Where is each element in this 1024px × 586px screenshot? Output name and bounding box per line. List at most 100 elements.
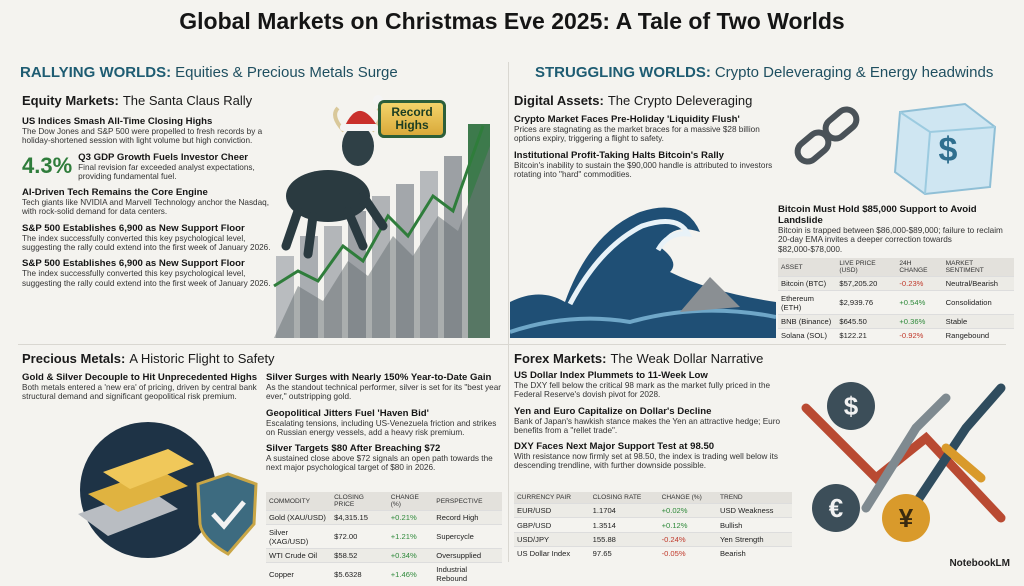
table-cell: $2,939.76 bbox=[836, 290, 897, 315]
table-cell: Stable bbox=[942, 313, 1014, 329]
coin bbox=[882, 494, 930, 542]
headline: Geopolitical Jitters Fuel 'Haven Bid' bbox=[266, 407, 429, 419]
table-cell: +0.54% bbox=[896, 290, 943, 315]
headline: Silver Targets $80 After Breaching $72 bbox=[266, 443, 441, 455]
precious-news-mid: Silver Surges with Nearly 150% Year-to-D… bbox=[266, 372, 502, 479]
column-header: MARKET SENTIMENT bbox=[942, 258, 1014, 277]
body-text: The DXY fell below the critical 98 mark … bbox=[514, 381, 771, 400]
table-cell: GBP/USD bbox=[514, 517, 590, 533]
news-item: S&P 500 Establishes 6,900 as New Support… bbox=[22, 223, 272, 253]
table-row: Bitcoin (BTC) $57,205.20 -0.23% Neutral/Bea… bbox=[778, 275, 1014, 291]
header-row: ASSET LIVE PRICE (USD) 24H CHANGE MARKET SE… bbox=[778, 258, 1014, 277]
dollar-icon: $ bbox=[939, 131, 958, 169]
table-row: Solana (SOL) $122.21 -0.92% Rangebound bbox=[778, 328, 1014, 343]
news-item: 4.3% Q3 GDP Growth Fuels Investor Cheer Fi… bbox=[22, 152, 272, 182]
header-row: COMMODITY CLOSING PRICE CHANGE (%) PERSPECT… bbox=[266, 492, 502, 511]
crypto-table: ASSET LIVE PRICE (USD) 24H CHANGE MARKET SE… bbox=[778, 258, 1014, 343]
news-item: DXY Faces Next Major Support Test at 98.… bbox=[514, 441, 792, 471]
table-cell: $122.21 bbox=[836, 328, 897, 343]
data-table: COMMODITY CLOSING PRICE CHANGE (%) PERSPECT… bbox=[266, 492, 502, 586]
table-cell: Neutral/Bearish bbox=[942, 275, 1014, 291]
table-cell: USD/JPY bbox=[514, 531, 590, 547]
table-cell: +1.46% bbox=[387, 562, 434, 586]
commodity-table: COMMODITY CLOSING PRICE CHANGE (%) PERSPECT… bbox=[266, 492, 502, 586]
banner-label: RALLYING WORLDS: bbox=[20, 64, 172, 81]
page-title: Global Markets on Christmas Eve 2025: A … bbox=[179, 8, 845, 34]
table-row: Copper $5.6328 +1.46% Industrial Rebound bbox=[266, 562, 502, 586]
equity-news: US Indices Smash All-Time Closing Highs T… bbox=[22, 116, 272, 294]
table-cell: Supercycle bbox=[433, 524, 502, 549]
precious-illustration bbox=[78, 422, 258, 558]
table-cell: US Dollar Index bbox=[514, 546, 590, 561]
column-header: PERSPECTIVE bbox=[433, 492, 502, 511]
table-cell: Silver (XAG/USD) bbox=[266, 524, 332, 549]
table-cell: Consolidation bbox=[942, 290, 1014, 315]
forex-news: US Dollar Index Plummets to 11-Week Low T… bbox=[514, 370, 792, 477]
table-cell: Record High bbox=[433, 509, 502, 525]
digital-news: Crypto Market Faces Pre-Holiday 'Liquidi… bbox=[514, 114, 776, 185]
column-header: ASSET bbox=[778, 258, 837, 277]
ice-cube: $ bbox=[893, 102, 997, 196]
table-row: GBP/USD 1.3514 +0.12% Bullish bbox=[514, 517, 792, 533]
crypto-icons: $ bbox=[794, 102, 997, 196]
table-cell: Ethereum (ETH) bbox=[778, 290, 837, 315]
footer: NotebookLM bbox=[949, 558, 1010, 569]
table-cell: $5.6328 bbox=[331, 562, 388, 586]
divider bbox=[18, 344, 1006, 345]
news-item: AI-Driven Tech Remains the Core Engine Te… bbox=[22, 187, 272, 217]
column-header: LIVE PRICE (USD) bbox=[836, 258, 897, 277]
table-cell: Gold (XAU/USD) bbox=[266, 509, 332, 525]
headline: DXY Faces Next Major Support Test at 98.… bbox=[514, 441, 715, 453]
banner-text: Equities & Precious Metals Surge bbox=[175, 64, 398, 81]
headline: Q3 GDP Growth Fuels Investor Cheer bbox=[78, 151, 249, 163]
table-cell: BNB (Binance) bbox=[778, 313, 837, 329]
column-header: CURRENCY PAIR bbox=[514, 492, 590, 504]
section-label: Precious Metals: bbox=[22, 351, 126, 366]
table-cell: 1.3514 bbox=[589, 517, 659, 533]
broken-chain bbox=[794, 106, 860, 165]
table-cell: USD Weakness bbox=[716, 502, 792, 518]
column-header: CLOSING RATE bbox=[589, 492, 659, 504]
table-cell: -0.92% bbox=[896, 328, 943, 343]
table-row: US Dollar Index 97.65 -0.05% Bearish bbox=[514, 546, 792, 561]
table-cell: 1.1704 bbox=[589, 502, 659, 518]
banner-label: STRUGGLING WORLDS: bbox=[535, 64, 711, 81]
headline: Institutional Profit-Taking Halts Bitcoi… bbox=[514, 149, 724, 161]
section-heading: Equity Markets: The Santa Claus Rally bbox=[22, 93, 252, 108]
news-item: S&P 500 Establishes 6,900 as New Support… bbox=[22, 258, 272, 288]
section-subtitle: A Historic Flight to Safety bbox=[129, 351, 275, 366]
column-header: CHANGE (%) bbox=[658, 492, 717, 504]
precious-news: Gold & Silver Decouple to Hit Unpreceden… bbox=[22, 372, 260, 408]
table-cell: $645.50 bbox=[836, 313, 897, 329]
column-header: TREND bbox=[716, 492, 792, 504]
stat-text: Q3 GDP Growth Fuels Investor Cheer Final … bbox=[78, 152, 272, 182]
news-item: Silver Surges with Nearly 150% Year-to-D… bbox=[266, 372, 502, 402]
table-cell: +0.21% bbox=[387, 509, 434, 525]
metal-bars bbox=[78, 449, 194, 536]
section-label: Forex Markets: bbox=[514, 351, 607, 366]
table-cell: -0.05% bbox=[658, 546, 717, 561]
stat-row: 4.3% Q3 GDP Growth Fuels Investor Cheer Fi… bbox=[22, 152, 272, 182]
forex-illustration: $ € ¥ bbox=[801, 382, 1006, 542]
body-text: Tech giants like NVIDIA and Marvell Tech… bbox=[22, 198, 269, 217]
table-row: USD/JPY 155.88 -0.24% Yen Strength bbox=[514, 531, 792, 547]
body-text: Escalating tensions, including US-Venezu… bbox=[266, 418, 497, 437]
body-text: The Dow Jones and S&P 500 were propelled… bbox=[22, 127, 263, 146]
column-header: CHANGE (%) bbox=[387, 492, 434, 511]
coin-symbol: € bbox=[829, 493, 843, 523]
section-label: Digital Assets: bbox=[514, 93, 604, 108]
body-text: The index successfully converted this ke… bbox=[22, 233, 271, 252]
table-cell: +0.36% bbox=[896, 313, 943, 329]
headline: AI-Driven Tech Remains the Core Engine bbox=[22, 187, 208, 199]
table-cell: $57,205.20 bbox=[836, 275, 897, 291]
section-heading: Precious Metals: A Historic Flight to Saf… bbox=[22, 351, 275, 366]
coin bbox=[812, 484, 860, 532]
news-item: Gold & Silver Decouple to Hit Unpreceden… bbox=[22, 372, 260, 402]
news-item: US Indices Smash All-Time Closing Highs T… bbox=[22, 116, 272, 146]
table-row: BNB (Binance) $645.50 +0.36% Stable bbox=[778, 313, 1014, 329]
column-header: 24H CHANGE bbox=[896, 258, 943, 277]
table-cell: $4,315.15 bbox=[331, 509, 388, 525]
news-item: Institutional Profit-Taking Halts Bitcoi… bbox=[514, 150, 776, 180]
body-text: As the standout technical performer, sil… bbox=[266, 383, 501, 402]
table-cell: Yen Strength bbox=[716, 531, 792, 547]
